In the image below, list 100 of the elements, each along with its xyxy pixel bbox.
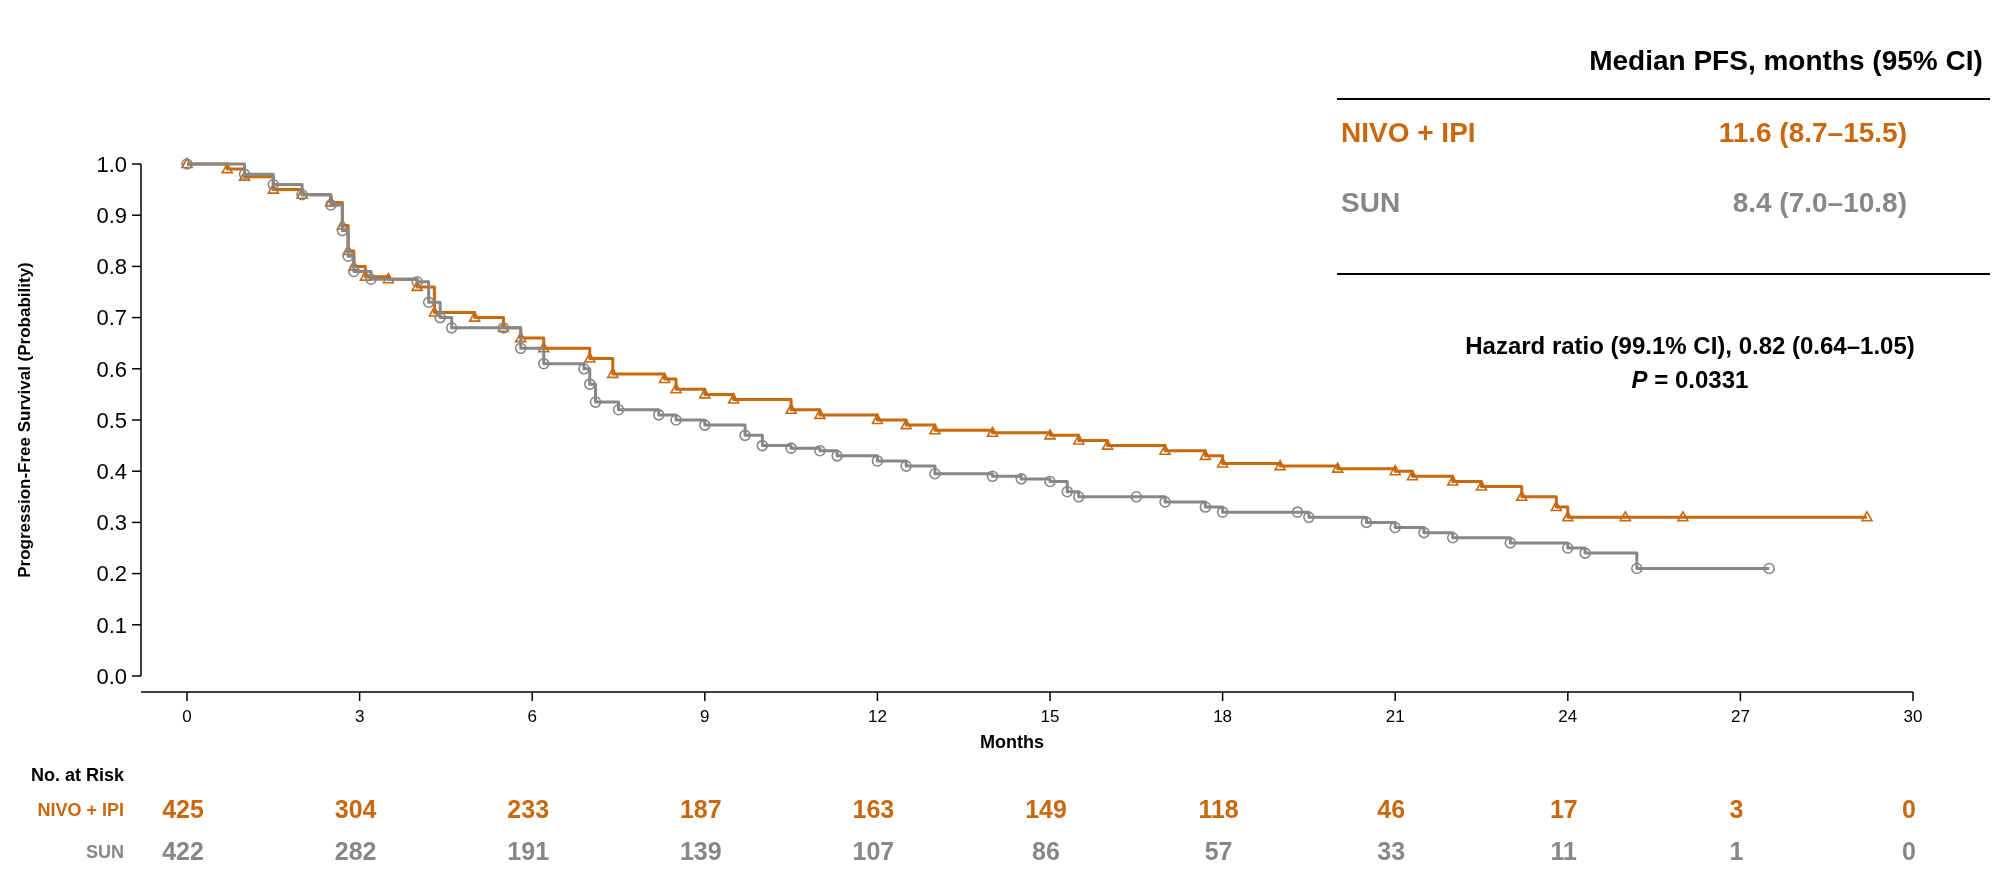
point <box>514 342 527 355</box>
y-tick-label: 0.3 <box>96 510 127 536</box>
point <box>871 413 884 425</box>
text: 191 <box>507 837 550 865</box>
text: 3 <box>1729 795 1744 823</box>
point <box>583 352 596 363</box>
point <box>1159 496 1171 508</box>
x-tick-label: 30 <box>1903 707 1923 726</box>
point <box>606 367 619 379</box>
x-tick-label: 9 <box>700 707 710 726</box>
point <box>422 296 435 309</box>
y-tick-label: 0.9 <box>96 202 127 228</box>
point <box>929 423 941 435</box>
point <box>578 363 590 375</box>
annotation: Hazard ratio (99.1% CI), 0.82 (0.64–1.05) <box>1465 332 1915 359</box>
point <box>1291 506 1304 518</box>
text: NIVO + IPI <box>1341 117 1476 148</box>
text: 118 <box>1198 795 1239 823</box>
point <box>1072 491 1085 503</box>
point <box>831 450 843 462</box>
text: 139 <box>679 837 722 865</box>
point <box>1763 562 1775 575</box>
point <box>986 470 999 483</box>
point <box>871 455 884 467</box>
point <box>1619 510 1632 522</box>
point <box>1861 510 1873 522</box>
point <box>1216 506 1229 518</box>
text: 33 <box>1377 837 1406 865</box>
y-tick-label: 0.2 <box>96 561 127 587</box>
text: SUN <box>85 842 124 862</box>
point <box>1677 510 1689 522</box>
point <box>658 372 671 384</box>
point <box>699 419 711 431</box>
y-tick-label: 0.0 <box>96 663 127 689</box>
text: No. at Risk <box>30 765 125 785</box>
point <box>1216 457 1229 468</box>
x-axis-title: Months <box>980 732 1044 752</box>
point <box>670 414 682 426</box>
point <box>612 403 625 416</box>
point <box>348 260 360 271</box>
point <box>1446 531 1459 544</box>
x-tick-label: 18 <box>1213 707 1233 726</box>
point <box>1406 470 1419 481</box>
point <box>1331 462 1344 473</box>
point <box>1274 459 1286 471</box>
text: 187 <box>679 795 722 823</box>
text: 86 <box>1032 837 1060 865</box>
point <box>1389 464 1402 476</box>
point <box>221 162 234 174</box>
y-tick-label: 0.8 <box>96 254 127 280</box>
point <box>445 322 458 334</box>
point <box>986 426 999 438</box>
point <box>652 409 665 421</box>
point <box>756 439 769 452</box>
annotation: P = 0.0331 <box>1631 366 1749 393</box>
point <box>537 342 550 353</box>
x-tick-label: 21 <box>1385 707 1405 726</box>
point <box>1631 562 1643 575</box>
point <box>1360 516 1373 529</box>
x-tick-label: 12 <box>867 707 887 726</box>
point <box>814 444 826 457</box>
text: 425 <box>162 795 204 823</box>
y-tick-label: 1.0 <box>96 151 127 177</box>
point <box>699 388 711 399</box>
point <box>1061 485 1074 498</box>
point <box>1579 547 1591 559</box>
point <box>785 403 797 415</box>
point <box>589 396 602 408</box>
point <box>1303 511 1315 524</box>
point <box>1044 429 1056 440</box>
text: 57 <box>1204 837 1233 865</box>
point <box>1475 480 1488 491</box>
point <box>727 393 740 404</box>
point <box>267 178 280 191</box>
point <box>1015 473 1028 485</box>
text: 46 <box>1377 795 1406 823</box>
point <box>1159 444 1171 456</box>
text: NIVO + IPI <box>37 800 124 820</box>
point <box>785 442 797 454</box>
y-tick-label: 0.4 <box>96 458 127 484</box>
text: 17 <box>1549 795 1578 823</box>
y-tick-label: 0.7 <box>96 305 127 331</box>
point <box>1044 475 1056 488</box>
point <box>814 408 826 420</box>
point <box>1515 490 1528 502</box>
text: 149 <box>1025 795 1067 823</box>
y-tick-label: 0.6 <box>96 356 127 382</box>
text: 107 <box>852 837 895 865</box>
text: 163 <box>852 795 895 823</box>
text: 0 <box>1902 837 1916 865</box>
text: SUN <box>1341 187 1401 218</box>
point <box>1562 542 1574 554</box>
point <box>411 275 423 288</box>
point <box>1418 526 1430 539</box>
point <box>537 357 550 370</box>
point <box>1199 501 1212 513</box>
point <box>900 418 912 430</box>
point <box>468 311 481 322</box>
point <box>365 273 377 285</box>
x-tick-label: 15 <box>1040 707 1060 726</box>
